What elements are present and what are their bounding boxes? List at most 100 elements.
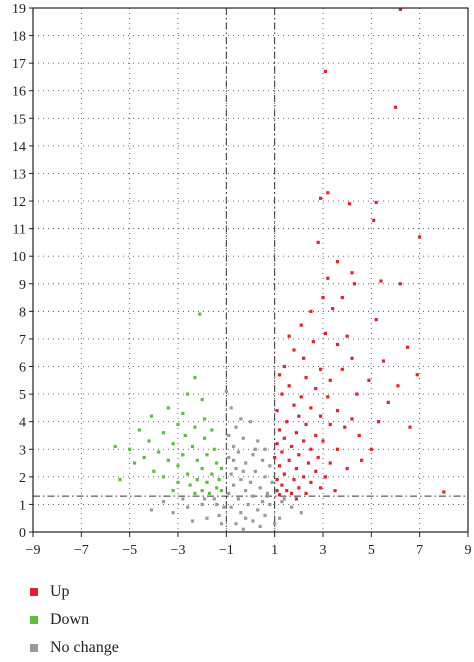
point-down bbox=[137, 428, 141, 432]
point-no-change bbox=[265, 491, 270, 495]
point-up bbox=[304, 422, 308, 427]
point-up bbox=[292, 478, 296, 482]
point-down bbox=[195, 478, 199, 482]
point-down bbox=[200, 466, 204, 471]
point-up bbox=[321, 439, 325, 443]
point-down bbox=[212, 447, 216, 451]
point-up bbox=[357, 433, 361, 438]
point-down bbox=[183, 433, 187, 438]
point-up bbox=[299, 323, 303, 327]
point-down bbox=[215, 486, 219, 490]
point-up bbox=[275, 442, 279, 446]
point-up bbox=[289, 444, 294, 449]
point-down bbox=[193, 425, 197, 429]
point-up bbox=[277, 428, 282, 432]
point-no-change bbox=[212, 497, 216, 501]
point-down bbox=[195, 458, 199, 462]
point-no-change bbox=[239, 511, 243, 515]
point-down bbox=[190, 444, 195, 449]
point-up bbox=[352, 282, 357, 286]
point-up bbox=[304, 491, 308, 495]
point-no-change bbox=[217, 513, 221, 518]
point-up bbox=[326, 276, 330, 280]
point-up bbox=[294, 497, 299, 501]
y-tick-label: 3 bbox=[19, 443, 26, 458]
point-no-change bbox=[258, 524, 262, 529]
point-down bbox=[186, 392, 190, 396]
point-no-change bbox=[270, 480, 274, 484]
point-up bbox=[350, 271, 354, 275]
point-no-change bbox=[260, 458, 265, 462]
point-up bbox=[328, 461, 332, 465]
point-down bbox=[147, 439, 151, 443]
legend-swatch-down bbox=[30, 616, 38, 624]
point-up bbox=[309, 406, 313, 410]
point-no-change bbox=[236, 450, 241, 454]
point-up bbox=[360, 458, 364, 462]
point-up bbox=[309, 309, 313, 313]
point-no-change bbox=[268, 502, 272, 507]
point-down bbox=[200, 398, 204, 402]
point-up bbox=[302, 475, 306, 479]
x-tick-label: 1 bbox=[271, 543, 278, 558]
point-no-change bbox=[227, 433, 231, 438]
point-no-change bbox=[234, 522, 238, 526]
x-tick-label: 9 bbox=[465, 543, 472, 558]
x-tick-label: 5 bbox=[368, 543, 375, 558]
point-down bbox=[157, 450, 161, 454]
point-up bbox=[326, 191, 330, 195]
point-up bbox=[374, 318, 378, 322]
point-up bbox=[340, 367, 344, 371]
y-tick-label: 8 bbox=[19, 305, 26, 320]
point-no-change bbox=[231, 483, 236, 487]
point-up bbox=[318, 486, 323, 490]
point-up bbox=[369, 447, 373, 451]
point-down bbox=[176, 480, 180, 484]
point-no-change bbox=[265, 494, 270, 498]
legend-swatch-up bbox=[30, 588, 38, 596]
point-up bbox=[376, 420, 381, 424]
point-up bbox=[345, 334, 349, 338]
point-no-change bbox=[241, 469, 245, 473]
point-up bbox=[277, 464, 282, 468]
point-no-change bbox=[190, 519, 195, 523]
point-up bbox=[367, 378, 371, 382]
point-down bbox=[219, 466, 224, 471]
point-up bbox=[335, 447, 340, 451]
point-down bbox=[205, 453, 209, 457]
point-up bbox=[299, 395, 303, 399]
point-up bbox=[275, 489, 279, 493]
x-axis: −9 −7 −5 −3 −1 1 3 5 7 9 bbox=[26, 532, 472, 558]
point-down bbox=[188, 483, 192, 487]
point-down bbox=[181, 411, 185, 416]
point-no-change bbox=[227, 455, 231, 460]
point-up bbox=[345, 466, 349, 471]
point-up bbox=[347, 202, 352, 206]
point-no-change bbox=[248, 420, 253, 424]
y-tick-label: 17 bbox=[12, 57, 26, 72]
point-no-change bbox=[248, 480, 253, 484]
point-no-change bbox=[251, 494, 255, 498]
point-no-change bbox=[236, 497, 241, 501]
y-tick-label: 1 bbox=[19, 498, 26, 513]
point-up bbox=[343, 425, 347, 429]
point-up bbox=[280, 392, 284, 396]
legend-item-up: Up bbox=[30, 578, 119, 606]
point-up bbox=[331, 307, 335, 311]
point-up bbox=[289, 491, 294, 495]
point-up bbox=[314, 386, 318, 391]
point-no-change bbox=[253, 447, 257, 451]
point-no-change bbox=[231, 458, 236, 462]
point-down bbox=[132, 461, 137, 465]
y-tick-label: 11 bbox=[13, 223, 26, 238]
point-up bbox=[396, 384, 400, 388]
point-down bbox=[166, 406, 170, 410]
point-up bbox=[277, 373, 282, 377]
point-up bbox=[282, 472, 286, 476]
point-up bbox=[333, 489, 337, 493]
legend-label-no-change: No change bbox=[50, 639, 119, 656]
point-down bbox=[171, 489, 175, 493]
point-no-change bbox=[215, 502, 219, 507]
point-up bbox=[335, 409, 340, 413]
point-up bbox=[398, 7, 402, 11]
